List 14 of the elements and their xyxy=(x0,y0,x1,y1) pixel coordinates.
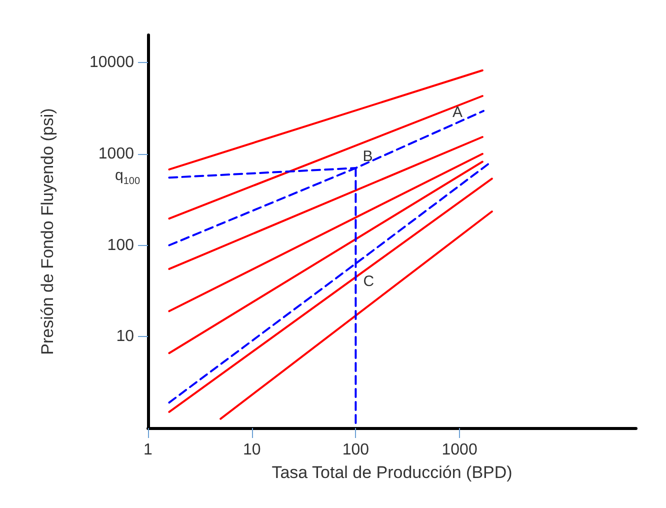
x-tick-label: 1000 xyxy=(442,442,478,458)
x-tick-label: 100 xyxy=(342,442,370,458)
annotation: B xyxy=(362,148,373,165)
y-axis-title: Presión de Fondo Fluyendo (psi) xyxy=(38,108,57,355)
x-axis-title: Tasa Total de Producción (BPD) xyxy=(272,463,512,482)
annotation: A xyxy=(452,104,463,122)
y-tick-label: 1000 xyxy=(98,145,134,162)
annotation: C xyxy=(363,273,374,290)
x-tick-label: 10 xyxy=(242,442,261,458)
x-tick-label: 1 xyxy=(144,442,153,458)
y-tick-label: 10 xyxy=(116,328,134,346)
annotation: q$_{100}$ xyxy=(115,167,140,188)
y-tick-label: 10000 xyxy=(90,54,134,72)
y-tick-label: 100 xyxy=(107,236,134,254)
